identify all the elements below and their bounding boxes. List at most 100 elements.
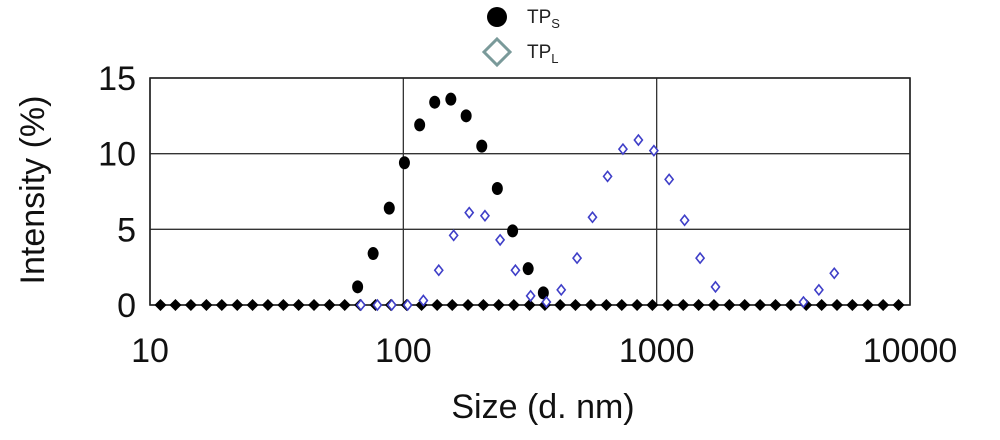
baseline-point-11 bbox=[323, 299, 336, 311]
legend-marker-tpl bbox=[481, 36, 513, 68]
baseline-point-37 bbox=[723, 299, 736, 311]
series-tps-point-3 bbox=[398, 156, 410, 170]
x-axis-title: Size (d. nm) bbox=[451, 388, 634, 426]
series-tpl-point-13 bbox=[556, 283, 567, 297]
baseline-point-33 bbox=[661, 299, 674, 311]
baseline-point-12 bbox=[338, 299, 351, 311]
baseline-point-10 bbox=[308, 299, 321, 311]
y-tick-label-0: 0 bbox=[117, 287, 136, 325]
series-tpl-point-6 bbox=[448, 229, 459, 242]
baseline-point-32 bbox=[646, 299, 659, 311]
series-tpl-point-4 bbox=[418, 294, 429, 307]
baseline-point-27 bbox=[569, 299, 582, 311]
legend-label-tpl: TPL bbox=[527, 42, 559, 66]
series-tpl-point-11 bbox=[525, 289, 536, 303]
baseline-point-36 bbox=[707, 299, 720, 311]
baseline-point-40 bbox=[769, 299, 782, 311]
series-tpl-point-2 bbox=[386, 298, 397, 312]
baseline-point-5 bbox=[231, 299, 244, 311]
legend-label-tpl-subscript: L bbox=[551, 51, 558, 66]
baseline-point-28 bbox=[584, 299, 597, 311]
series-tpl-point-24 bbox=[798, 295, 809, 309]
baseline-point-43 bbox=[815, 299, 828, 311]
legend-item-tpl: TPL bbox=[481, 36, 559, 68]
series-tpl-point-9 bbox=[495, 233, 506, 247]
series-tpl-point-23 bbox=[710, 280, 721, 294]
baseline-point-19 bbox=[446, 299, 459, 311]
baseline-point-44 bbox=[831, 299, 844, 311]
series-tps-point-4 bbox=[414, 118, 426, 132]
baseline-point-31 bbox=[631, 299, 644, 311]
baseline-point-8 bbox=[277, 299, 290, 311]
legend-label-tps-main: TP bbox=[527, 7, 551, 28]
series-tpl-point-12 bbox=[541, 295, 552, 309]
baseline-point-0 bbox=[154, 299, 167, 311]
baseline-point-46 bbox=[861, 299, 874, 311]
baseline-point-9 bbox=[292, 299, 305, 311]
baseline-point-45 bbox=[846, 299, 859, 311]
legend: TPS TPL bbox=[481, 7, 560, 68]
baseline-point-21 bbox=[477, 299, 490, 311]
baseline-point-3 bbox=[200, 299, 213, 311]
series-tps-point-10 bbox=[507, 224, 519, 238]
series-tps-point-2 bbox=[383, 201, 395, 215]
series-tpl-point-5 bbox=[433, 263, 444, 277]
series-tpl-point-18 bbox=[633, 133, 644, 147]
baseline-point-34 bbox=[677, 299, 690, 311]
series-tpl-point-10 bbox=[510, 263, 521, 277]
series-tpl-point-26 bbox=[829, 266, 840, 280]
baseline-point-22 bbox=[492, 299, 505, 311]
x-tick-label-1000: 1000 bbox=[619, 332, 695, 370]
x-tick-label-10000: 10000 bbox=[863, 332, 958, 370]
baseline-point-38 bbox=[738, 299, 751, 311]
y-tick-label-15: 15 bbox=[98, 60, 136, 98]
baseline-point-18 bbox=[431, 299, 444, 311]
series-tpl-point-3 bbox=[402, 298, 413, 312]
legend-item-tps: TPS bbox=[487, 7, 560, 31]
series-tpl-point-1 bbox=[372, 298, 383, 312]
baseline-point-39 bbox=[754, 299, 767, 311]
legend-marker-tps bbox=[487, 7, 507, 27]
series-markers bbox=[352, 92, 840, 312]
legend-label-tps-subscript: S bbox=[551, 16, 560, 31]
series-tpl-point-14 bbox=[572, 251, 583, 265]
baseline-point-4 bbox=[215, 299, 228, 311]
baseline-point-30 bbox=[615, 299, 628, 311]
series-tpl-point-20 bbox=[664, 173, 675, 186]
series-tps-point-7 bbox=[460, 109, 472, 123]
series-tpl-point-7 bbox=[464, 206, 475, 219]
y-axis-title: Intensity (%) bbox=[14, 96, 52, 285]
x-tick-label-100: 100 bbox=[375, 332, 432, 370]
series-tps-point-6 bbox=[445, 92, 457, 106]
baseline-point-7 bbox=[261, 299, 274, 311]
y-tick-label-5: 5 bbox=[117, 211, 136, 249]
legend-label-tpl-main: TP bbox=[527, 42, 551, 63]
y-tick-labels: 0 5 10 15 bbox=[98, 60, 136, 325]
series-tpl-point-0 bbox=[355, 298, 366, 312]
baseline-point-35 bbox=[692, 299, 705, 311]
series-tps-point-1 bbox=[367, 247, 379, 261]
series-tpl-point-8 bbox=[479, 209, 490, 222]
series-tps-point-11 bbox=[522, 262, 534, 276]
series-tps-point-0 bbox=[352, 280, 364, 294]
series-tpl-point-16 bbox=[602, 170, 613, 183]
baseline-point-23 bbox=[507, 299, 520, 311]
legend-label-tps: TPS bbox=[527, 7, 560, 31]
baseline-point-1 bbox=[169, 299, 182, 311]
baseline-point-26 bbox=[554, 299, 567, 311]
series-tpl-point-25 bbox=[813, 283, 824, 297]
baseline-point-29 bbox=[600, 299, 613, 311]
series-tpl-point-19 bbox=[648, 144, 659, 157]
baseline-point-24 bbox=[523, 299, 536, 311]
baseline-point-41 bbox=[784, 299, 797, 311]
series-tps-point-9 bbox=[491, 181, 503, 195]
series-tpl-point-15 bbox=[587, 210, 598, 224]
y-tick-label-10: 10 bbox=[98, 136, 136, 174]
series-tps-point-8 bbox=[476, 139, 488, 153]
x-tick-label-10: 10 bbox=[131, 332, 169, 370]
baseline-point-20 bbox=[462, 299, 475, 311]
baseline-point-6 bbox=[246, 299, 259, 311]
series-tps-point-5 bbox=[429, 95, 441, 109]
